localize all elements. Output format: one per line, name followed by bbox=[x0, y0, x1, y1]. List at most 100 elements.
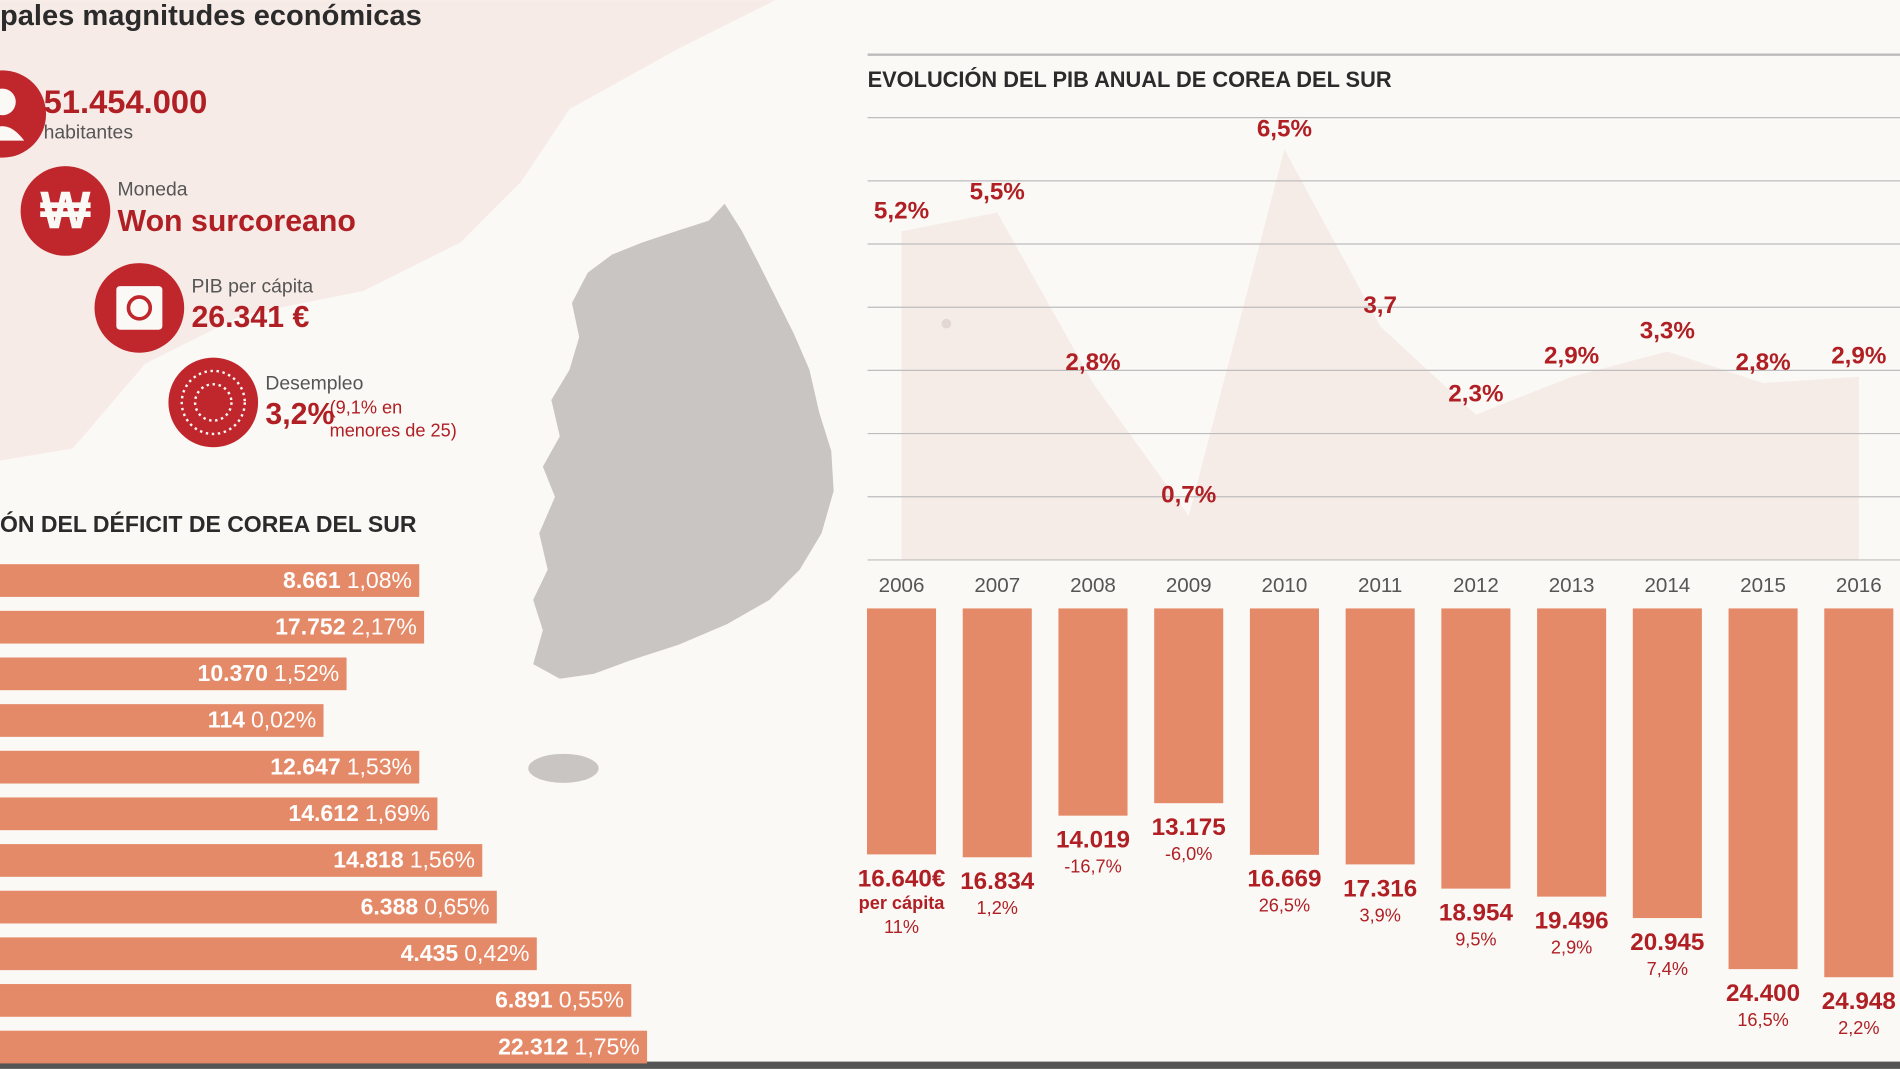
deficit-row: 22.312 1,75% bbox=[498, 1033, 640, 1059]
map-jeju bbox=[528, 753, 599, 783]
unit-note: per cápita bbox=[859, 893, 946, 913]
bar bbox=[1441, 608, 1511, 889]
growth-label: 3,9% bbox=[1359, 905, 1400, 925]
growth-label: 9,5% bbox=[1455, 930, 1496, 950]
growth-label: 2,2% bbox=[1838, 1018, 1879, 1038]
deficit-row: 8.661 1,08% bbox=[283, 567, 412, 593]
deficit-row: 4.435 0,42% bbox=[401, 940, 530, 966]
value-label: 5,2% bbox=[874, 197, 929, 224]
bar-value-label: 18.954 bbox=[1439, 899, 1514, 926]
bar bbox=[1728, 608, 1798, 970]
value-label: 0,7% bbox=[1161, 482, 1216, 509]
deficit-share: 0,42% bbox=[464, 940, 529, 966]
deficit-share: 0,65% bbox=[424, 893, 489, 919]
growth-label: -6,0% bbox=[1165, 844, 1212, 864]
bar bbox=[1249, 608, 1319, 855]
bar bbox=[1058, 608, 1128, 816]
bar bbox=[1632, 608, 1702, 919]
deficit-share: 1,69% bbox=[365, 800, 430, 826]
deficit-row: 10.370 1,52% bbox=[198, 660, 340, 686]
deficit-row: 14.612 1,69% bbox=[288, 800, 430, 826]
deficit-strip bbox=[0, 704, 324, 737]
stat-unemployment-label: Desempleo bbox=[265, 372, 363, 394]
bar bbox=[1154, 608, 1224, 804]
bar bbox=[866, 608, 937, 855]
deficit-share: 1,75% bbox=[575, 1033, 640, 1059]
bar-value-label: 24.400 bbox=[1726, 980, 1800, 1007]
x-tick-label: 2013 bbox=[1549, 574, 1595, 597]
growth-label: 26,5% bbox=[1259, 896, 1310, 916]
deficit-amount: 22.312 bbox=[498, 1033, 568, 1059]
map-korea bbox=[533, 203, 834, 679]
value-label: 2,8% bbox=[1735, 349, 1790, 376]
value-label: 3,3% bbox=[1640, 317, 1695, 344]
icon-safe-dial bbox=[126, 295, 153, 321]
gdp-area bbox=[901, 149, 1859, 560]
bar bbox=[1824, 608, 1894, 978]
icon-safe bbox=[116, 286, 163, 330]
deficit-amount: 10.370 bbox=[198, 660, 268, 686]
icon-currency-symbol: ₩ bbox=[40, 182, 91, 241]
deficit-amount: 12.647 bbox=[270, 753, 340, 779]
deficit-row: 12.647 1,53% bbox=[270, 753, 412, 779]
deficit-share: 1,08% bbox=[347, 567, 412, 593]
x-tick-label: 2011 bbox=[1358, 574, 1402, 597]
stat-gdp: 26.341 € bbox=[191, 301, 309, 334]
deficit-row: 114 0,02% bbox=[208, 707, 316, 733]
growth-label: 1,2% bbox=[977, 898, 1018, 918]
growth-label: 2,9% bbox=[1551, 938, 1592, 958]
deficit-share: 2,17% bbox=[352, 613, 417, 639]
x-tick-label: 2015 bbox=[1740, 574, 1786, 597]
deficit-row: 6.388 0,65% bbox=[361, 893, 490, 919]
bar-value-label: 16.834 bbox=[960, 868, 1035, 895]
header-title: pales magnitudes económicas bbox=[0, 0, 422, 32]
deficit-strip bbox=[0, 844, 483, 877]
value-label: 2,9% bbox=[1831, 343, 1886, 370]
deficit-strip bbox=[0, 1030, 648, 1064]
deficit-strip bbox=[0, 984, 632, 1017]
bar bbox=[1537, 608, 1607, 897]
deficit-amount: 6.388 bbox=[361, 893, 419, 919]
stat-currency-label: Moneda bbox=[118, 178, 188, 200]
value-label: 2,8% bbox=[1065, 349, 1120, 376]
x-tick-label: 2007 bbox=[974, 574, 1020, 597]
bar-value-label: 13.175 bbox=[1152, 814, 1226, 841]
icon-person-body bbox=[0, 126, 25, 141]
stat-currency: Won surcoreano bbox=[118, 205, 356, 238]
icon-currency bbox=[20, 166, 111, 256]
deficit-strip bbox=[0, 890, 497, 924]
x-tick-label: 2016 bbox=[1836, 574, 1882, 597]
deficit-amount: 14.612 bbox=[288, 800, 358, 826]
bottom-bar bbox=[0, 1061, 1900, 1069]
x-tick-label: 2006 bbox=[879, 574, 925, 597]
chart-title: EVOLUCIÓN DEL PIB ANUAL DE COREA DEL SUR bbox=[868, 67, 1392, 92]
bar-value-label: 16.640€ bbox=[858, 865, 946, 892]
icon-person-head bbox=[0, 88, 16, 116]
bar-value-label: 17.316 bbox=[1343, 875, 1417, 902]
growth-label: 11% bbox=[884, 917, 919, 937]
deficit-strip bbox=[0, 750, 420, 784]
deficit-row: 17.752 2,17% bbox=[275, 613, 417, 639]
deficit-share: 1,56% bbox=[410, 847, 475, 873]
deficit-row: 6.891 0,55% bbox=[495, 987, 624, 1013]
deficit-amount: 8.661 bbox=[283, 567, 341, 593]
bar-value-label: 14.019 bbox=[1056, 827, 1130, 854]
value-label: 6,5% bbox=[1257, 115, 1312, 142]
deficit-amount: 6.891 bbox=[495, 987, 553, 1013]
x-tick-label: 2009 bbox=[1166, 574, 1212, 597]
x-tick-label: 2012 bbox=[1453, 574, 1499, 597]
bar-value-label: 24.948 bbox=[1822, 988, 1896, 1015]
deficit-share: 0,55% bbox=[559, 987, 624, 1013]
x-tick-label: 2010 bbox=[1262, 574, 1308, 597]
deficit-row: 14.818 1,56% bbox=[333, 847, 475, 873]
bar-value-label: 16.669 bbox=[1247, 866, 1321, 893]
deficit-amount: 4.435 bbox=[401, 940, 459, 966]
icon-unemployment-ring bbox=[180, 369, 246, 436]
growth-label: 16,5% bbox=[1737, 1010, 1788, 1030]
deficit-title: ÓN DEL DÉFICIT DE COREA DEL SUR bbox=[0, 510, 417, 537]
value-label: 2,9% bbox=[1544, 343, 1599, 370]
bar bbox=[962, 608, 1032, 858]
deficit-amount: 17.752 bbox=[275, 613, 345, 639]
deficit-strip bbox=[0, 937, 537, 971]
